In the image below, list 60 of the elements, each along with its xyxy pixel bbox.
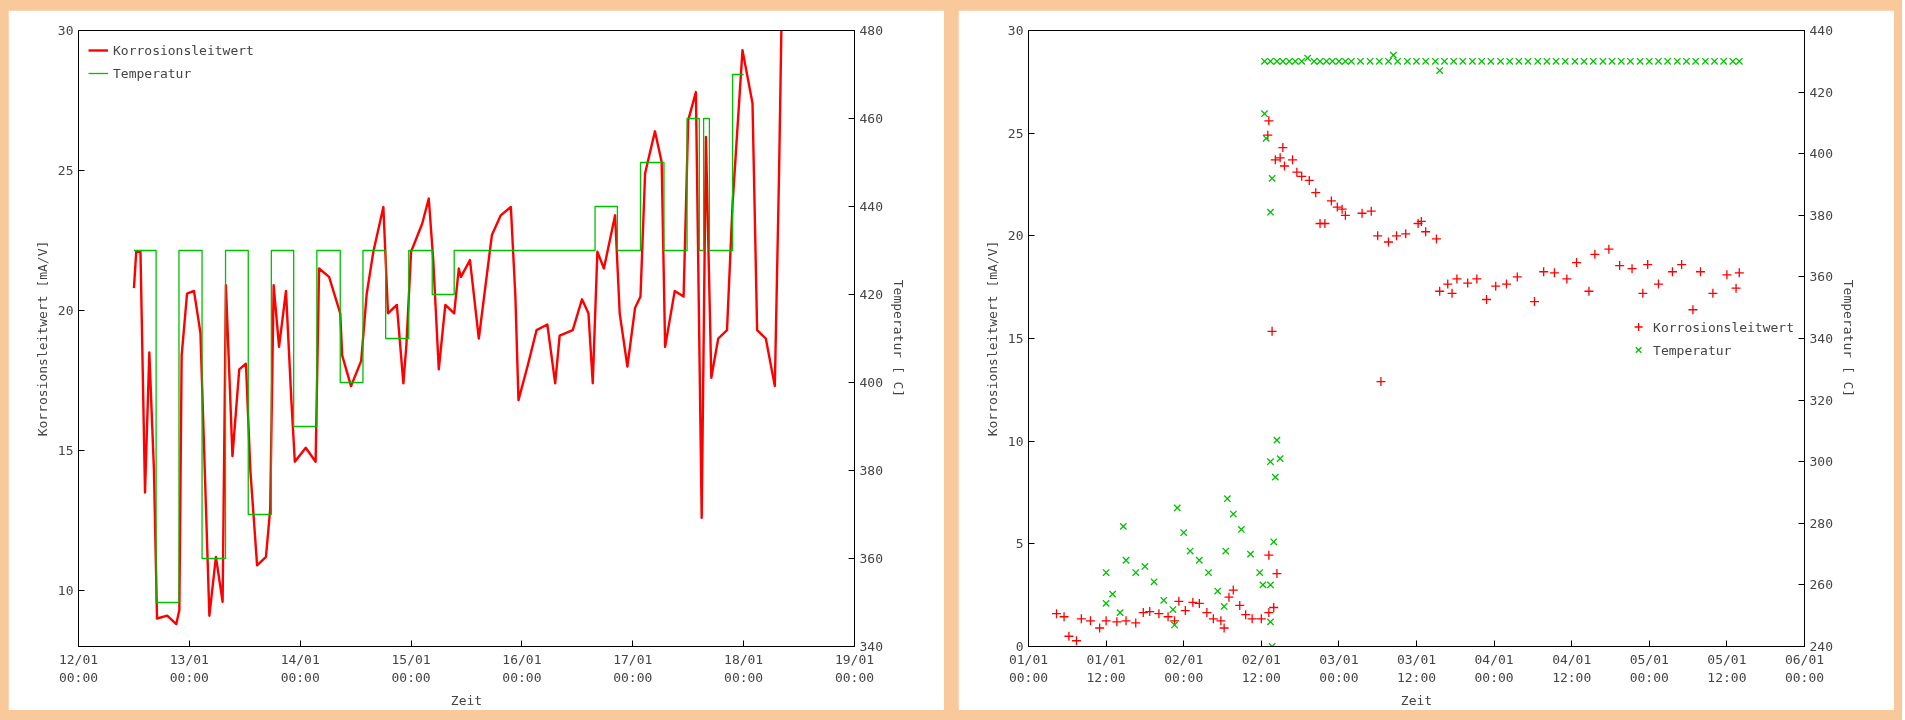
x-tick-label: 17/01 00:00 bbox=[613, 651, 653, 685]
y2-tick-label: 420 bbox=[1809, 84, 1833, 100]
y2-axis-title: Temperatur [ C] bbox=[890, 279, 906, 398]
y2-tick-label: 440 bbox=[1809, 23, 1833, 38]
y2-tick-label: 360 bbox=[859, 551, 883, 566]
y2-tick-label: 400 bbox=[1809, 146, 1833, 162]
y-tick-label: 30 bbox=[1007, 23, 1024, 38]
y2-tick-label: 440 bbox=[859, 199, 883, 214]
y-tick-label: 5 bbox=[1015, 536, 1024, 552]
y2-tick-label: 340 bbox=[1809, 331, 1833, 346]
legend-label: Korrosionsleitwert bbox=[1653, 319, 1794, 334]
legend-label: Korrosionsleitwert bbox=[113, 42, 254, 58]
y2-tick-label: 300 bbox=[1809, 454, 1833, 470]
x-tick-label: 04/01 00:00 bbox=[1474, 651, 1514, 685]
y2-tick-label: 400 bbox=[859, 375, 883, 390]
y2-tick-label: 280 bbox=[1809, 515, 1833, 531]
x-tick-label: 02/01 12:00 bbox=[1241, 651, 1281, 685]
x-tick-label: 12/01 00:00 bbox=[58, 651, 99, 685]
y2-tick-label: 480 bbox=[859, 23, 883, 38]
y-tick-label: 15 bbox=[57, 443, 74, 458]
legend-label: Temperatur bbox=[113, 65, 192, 81]
y2-axis-title: Temperatur [ C] bbox=[1840, 279, 1856, 398]
y-tick-label: 30 bbox=[57, 23, 74, 38]
y-tick-label: 20 bbox=[57, 303, 74, 318]
x-tick-label: 05/01 12:00 bbox=[1707, 651, 1747, 685]
y2-tick-label: 380 bbox=[859, 463, 883, 478]
legend-label: Temperatur bbox=[1653, 342, 1732, 357]
y-axis-title: Korrosionsleitwert [mA/V] bbox=[34, 240, 50, 437]
y-tick-label: 10 bbox=[57, 583, 74, 598]
y2-tick-label: 320 bbox=[1809, 392, 1833, 408]
x-tick-label: 15/01 00:00 bbox=[391, 651, 431, 685]
y-tick-label: 0 bbox=[1015, 639, 1024, 654]
x-tick-label: 04/01 12:00 bbox=[1552, 651, 1592, 685]
y2-tick-label: 380 bbox=[1809, 207, 1833, 223]
y-tick-label: 25 bbox=[57, 163, 74, 178]
y-tick-label: 25 bbox=[1007, 125, 1024, 141]
y-tick-label: 10 bbox=[1007, 433, 1024, 449]
x-tick-label: 19/01 00:00 bbox=[834, 651, 875, 685]
x-axis-title: Zeit bbox=[450, 692, 483, 708]
y2-tick-label: 260 bbox=[1809, 577, 1833, 593]
x-tick-label: 03/01 00:00 bbox=[1319, 651, 1359, 685]
x-tick-label: 18/01 00:00 bbox=[724, 651, 764, 685]
x-tick-label: 13/01 00:00 bbox=[169, 651, 209, 685]
x-tick-label: 02/01 00:00 bbox=[1164, 651, 1204, 685]
y2-tick-label: 360 bbox=[1809, 269, 1833, 285]
x-axis-title: Zeit bbox=[1400, 692, 1433, 708]
x-tick-label: 01/01 00:00 bbox=[1008, 651, 1049, 685]
y2-tick-label: 420 bbox=[859, 287, 883, 302]
y2-tick-label: 340 bbox=[859, 639, 883, 654]
y2-tick-label: 240 bbox=[1809, 639, 1833, 654]
x-tick-label: 14/01 00:00 bbox=[280, 651, 320, 685]
x-tick-label: 01/01 12:00 bbox=[1086, 651, 1126, 685]
x-tick-label: 05/01 00:00 bbox=[1629, 651, 1669, 685]
x-tick-label: 06/01 00:00 bbox=[1784, 651, 1825, 685]
y-tick-label: 15 bbox=[1007, 331, 1024, 346]
x-tick-label: 03/01 12:00 bbox=[1396, 651, 1437, 685]
y2-tick-label: 460 bbox=[859, 111, 883, 126]
y-tick-label: 20 bbox=[1007, 228, 1024, 244]
x-tick-label: 16/01 00:00 bbox=[502, 651, 542, 685]
y-axis-title: Korrosionsleitwert [mA/V] bbox=[984, 240, 1000, 437]
